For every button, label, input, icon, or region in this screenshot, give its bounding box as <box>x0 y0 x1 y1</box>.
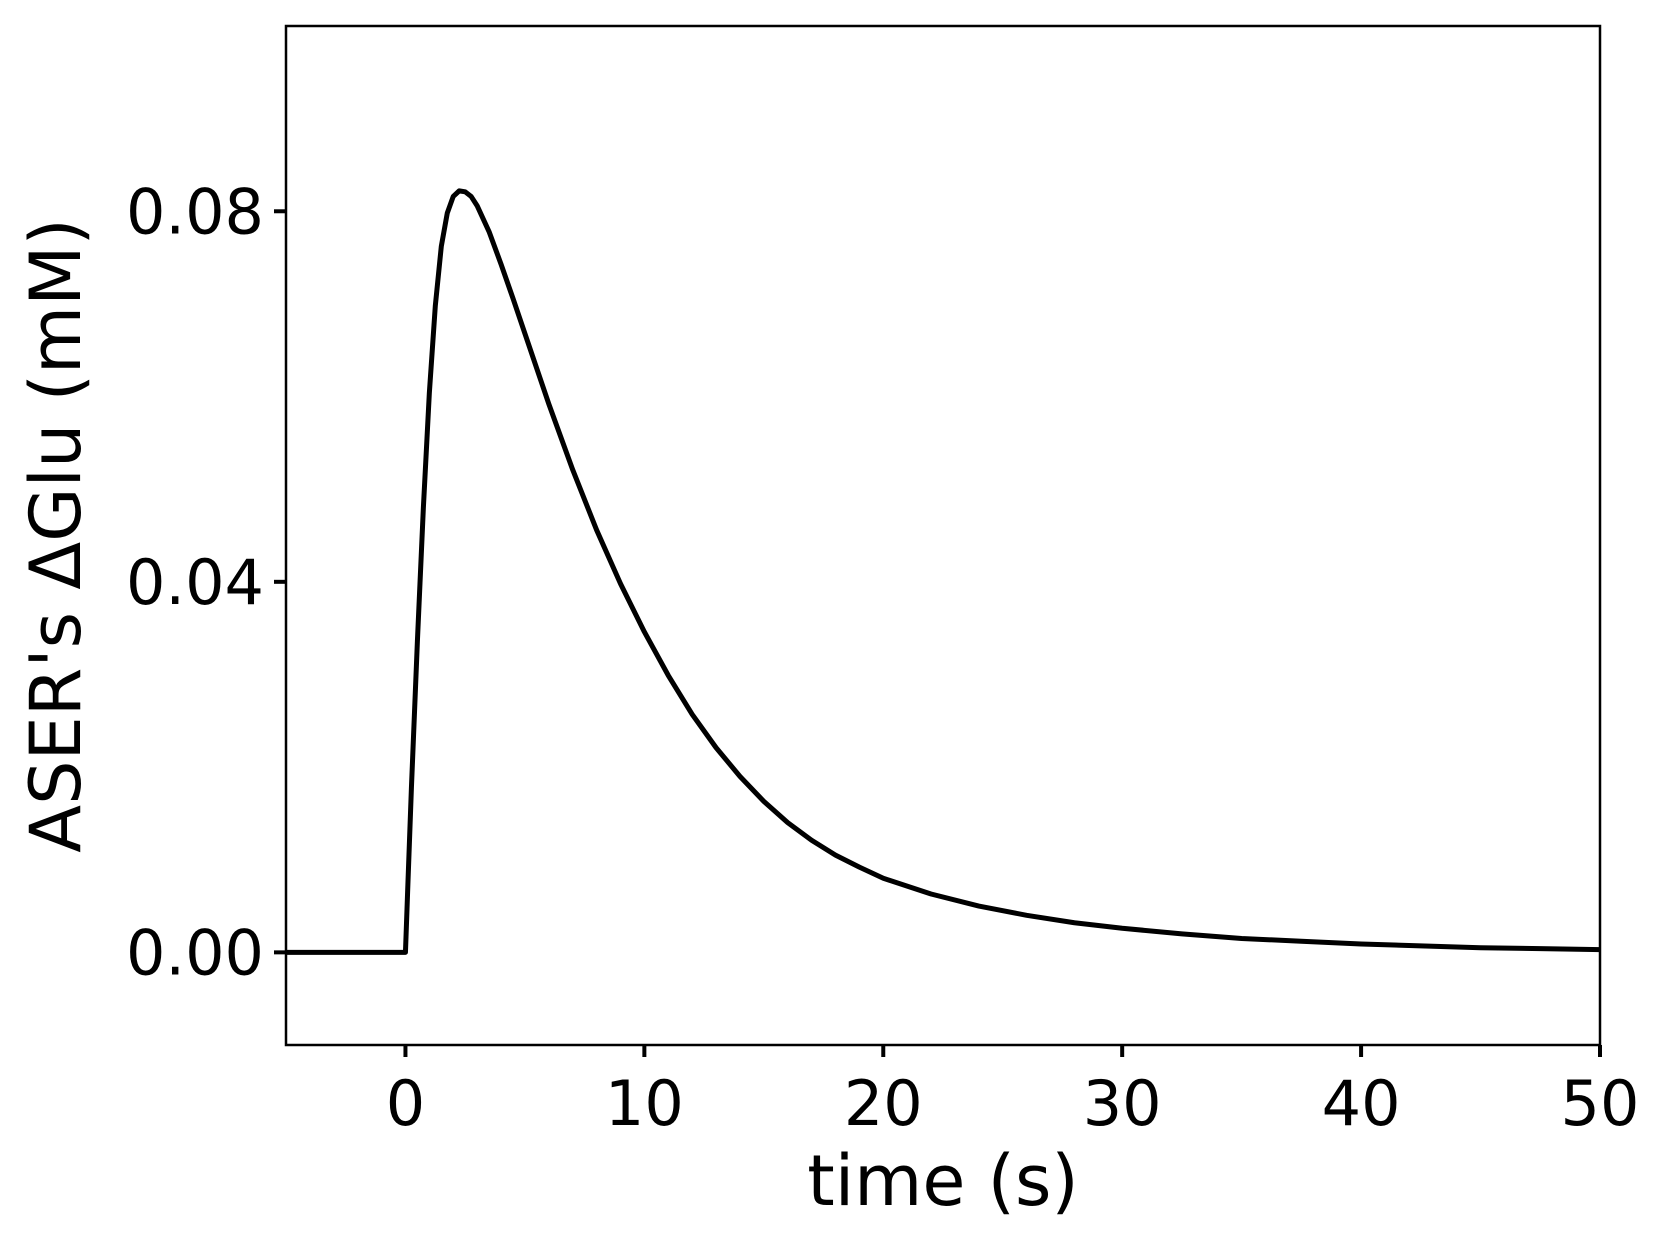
plot-frame <box>284 24 1602 1047</box>
x-tick-label: 20 <box>844 1067 923 1140</box>
x-tick-label: 30 <box>1083 1067 1162 1140</box>
y-axis-label: ASER's ΔGlu (mM) <box>15 218 97 853</box>
y-tick-label: 0.00 <box>126 916 264 989</box>
x-tick-label: 0 <box>386 1067 425 1140</box>
y-tick-label: 0.04 <box>126 546 264 619</box>
x-tick-label: 40 <box>1322 1067 1401 1140</box>
series-line-0 <box>286 188 1601 955</box>
y-axis-ticks: 0.00 0.04 0.08 <box>126 175 286 989</box>
y-tick-label: 0.08 <box>126 175 264 248</box>
x-tick-label: 50 <box>1561 1067 1640 1140</box>
x-axis-ticks: 0 10 20 30 40 50 <box>386 1045 1640 1140</box>
plot-layer <box>286 188 1601 955</box>
x-tick-label: 10 <box>605 1067 684 1140</box>
x-axis-label: time (s) <box>807 1140 1079 1222</box>
